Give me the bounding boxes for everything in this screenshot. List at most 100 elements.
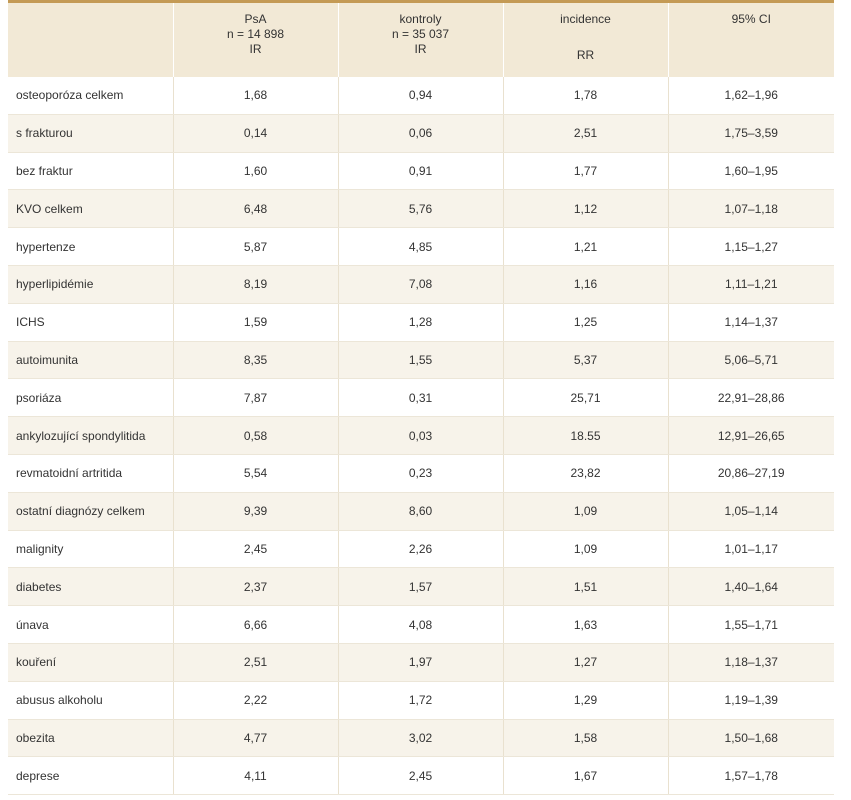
header-kontroly: kontroly n = 35 037 IR: [338, 0, 504, 77]
cell-psa-ir: 7,87: [173, 378, 339, 418]
cell-kontroly-ir: 8,60: [338, 492, 504, 531]
row-label: ICHS: [8, 303, 174, 342]
cell-ci: 1,57–1,78: [668, 756, 834, 796]
cell-kontroly-ir: 1,57: [338, 567, 504, 607]
row-label: autoimunita: [8, 341, 174, 380]
cell-psa-ir: 1,68: [173, 76, 339, 115]
row-label: hyperlipidémie: [8, 265, 174, 304]
data-table: PsA n = 14 898 IR kontroly n = 35 037 IR…: [8, 0, 834, 796]
row-label: ankylozující spondylitida: [8, 416, 174, 455]
cell-rr: 18.55: [503, 416, 669, 455]
table-row: malignity 2,45 2,26 1,09 1,01–1,17: [8, 530, 834, 569]
cell-psa-ir: 6,48: [173, 189, 339, 229]
cell-ci: 1,07–1,18: [668, 189, 834, 229]
cell-psa-ir: 2,51: [173, 643, 339, 682]
cell-psa-ir: 8,35: [173, 341, 339, 380]
cell-psa-ir: 9,39: [173, 492, 339, 531]
cell-kontroly-ir: 1,55: [338, 341, 504, 380]
cell-psa-ir: 5,87: [173, 227, 339, 266]
row-label: ostatní diagnózy celkem: [8, 492, 174, 531]
cell-rr: 1,58: [503, 719, 669, 758]
cell-kontroly-ir: 2,26: [338, 530, 504, 569]
header-psa-title: PsA: [244, 12, 267, 26]
header-psa: PsA n = 14 898 IR: [173, 0, 339, 77]
header-incidence: incidence RR: [503, 0, 669, 77]
table-body: osteoporóza celkem 1,68 0,94 1,78 1,62–1,96 s…: [8, 76, 834, 796]
table-row: ostatní diagnózy celkem 9,39 8,60 1,09 1,05–…: [8, 492, 834, 531]
header-row: PsA n = 14 898 IR kontroly n = 35 037 IR…: [8, 0, 834, 77]
cell-kontroly-ir: 4,08: [338, 605, 504, 644]
cell-kontroly-ir: 5,76: [338, 189, 504, 229]
header-ci-title: 95% CI: [731, 12, 771, 26]
cell-ci: 1,62–1,96: [668, 76, 834, 115]
table-header: PsA n = 14 898 IR kontroly n = 35 037 IR…: [8, 0, 834, 77]
cell-psa-ir: 2,45: [173, 530, 339, 569]
cell-kontroly-ir: 0,31: [338, 378, 504, 418]
cell-psa-ir: 2,22: [173, 681, 339, 720]
header-kontroly-unit: IR: [414, 42, 427, 56]
cell-psa-ir: 1,60: [173, 152, 339, 191]
cell-rr: 1,77: [503, 152, 669, 191]
table-row: s frakturou 0,14 0,06 2,51 1,75–3,59: [8, 114, 834, 153]
cell-kontroly-ir: 0,06: [338, 114, 504, 153]
cell-rr: 1,09: [503, 530, 669, 569]
cell-ci: 1,55–1,71: [668, 605, 834, 644]
cell-kontroly-ir: 1,28: [338, 303, 504, 342]
row-label: kouření: [8, 643, 174, 682]
table-row: ICHS 1,59 1,28 1,25 1,14–1,37: [8, 303, 834, 342]
table-row: revmatoidní artritida 5,54 0,23 23,82 20,86–…: [8, 454, 834, 493]
table-row: únava 6,66 4,08 1,63 1,55–1,71: [8, 605, 834, 644]
cell-kontroly-ir: 0,94: [338, 76, 504, 115]
cell-psa-ir: 4,11: [173, 756, 339, 796]
table-row: KVO celkem 6,48 5,76 1,12 1,07–1,18: [8, 189, 834, 229]
cell-rr: 1,63: [503, 605, 669, 644]
row-label: malignity: [8, 530, 174, 569]
cell-ci: 1,11–1,21: [668, 265, 834, 304]
header-psa-n: n = 14 898: [226, 27, 285, 41]
cell-kontroly-ir: 0,23: [338, 454, 504, 493]
cell-rr: 1,78: [503, 76, 669, 115]
cell-ci: 1,14–1,37: [668, 303, 834, 342]
cell-kontroly-ir: 0,03: [338, 416, 504, 455]
cell-rr: 1,21: [503, 227, 669, 266]
cell-kontroly-ir: 1,97: [338, 643, 504, 682]
cell-psa-ir: 8,19: [173, 265, 339, 304]
cell-ci: 1,15–1,27: [668, 227, 834, 266]
row-label: abusus alkoholu: [8, 681, 174, 720]
cell-rr: 1,16: [503, 265, 669, 304]
table-row: abusus alkoholu 2,22 1,72 1,29 1,19–1,39: [8, 681, 834, 720]
row-label: diabetes: [8, 567, 174, 607]
cell-ci: 5,06–5,71: [668, 341, 834, 380]
cell-rr: 5,37: [503, 341, 669, 380]
cell-rr: 25,71: [503, 378, 669, 418]
table-row: deprese 4,11 2,45 1,67 1,57–1,78: [8, 756, 834, 796]
cell-rr: 1,67: [503, 756, 669, 796]
header-kontroly-title: kontroly: [399, 12, 442, 26]
table-row: psoriáza 7,87 0,31 25,71 22,91–28,86: [8, 378, 834, 418]
table-row: diabetes 2,37 1,57 1,51 1,40–1,64: [8, 567, 834, 607]
header-kontroly-n: n = 35 037: [391, 27, 450, 41]
cell-ci: 1,18–1,37: [668, 643, 834, 682]
table-row: autoimunita 8,35 1,55 5,37 5,06–5,71: [8, 341, 834, 380]
row-label: s frakturou: [8, 114, 174, 153]
cell-rr: 2,51: [503, 114, 669, 153]
cell-ci: 1,05–1,14: [668, 492, 834, 531]
cell-kontroly-ir: 3,02: [338, 719, 504, 758]
header-incidence-unit: RR: [576, 48, 595, 62]
cell-kontroly-ir: 4,85: [338, 227, 504, 266]
table-row: osteoporóza celkem 1,68 0,94 1,78 1,62–1,96: [8, 76, 834, 115]
cell-psa-ir: 6,66: [173, 605, 339, 644]
cell-rr: 1,29: [503, 681, 669, 720]
row-label: revmatoidní artritida: [8, 454, 174, 493]
row-label: hypertenze: [8, 227, 174, 266]
header-label-col: [8, 0, 174, 77]
table-container: PsA n = 14 898 IR kontroly n = 35 037 IR…: [8, 0, 834, 796]
cell-rr: 1,09: [503, 492, 669, 531]
cell-kontroly-ir: 1,72: [338, 681, 504, 720]
cell-psa-ir: 2,37: [173, 567, 339, 607]
cell-ci: 20,86–27,19: [668, 454, 834, 493]
table-row: ankylozující spondylitida 0,58 0,03 18.55 12…: [8, 416, 834, 455]
cell-kontroly-ir: 7,08: [338, 265, 504, 304]
cell-rr: 1,25: [503, 303, 669, 342]
cell-ci: 1,19–1,39: [668, 681, 834, 720]
